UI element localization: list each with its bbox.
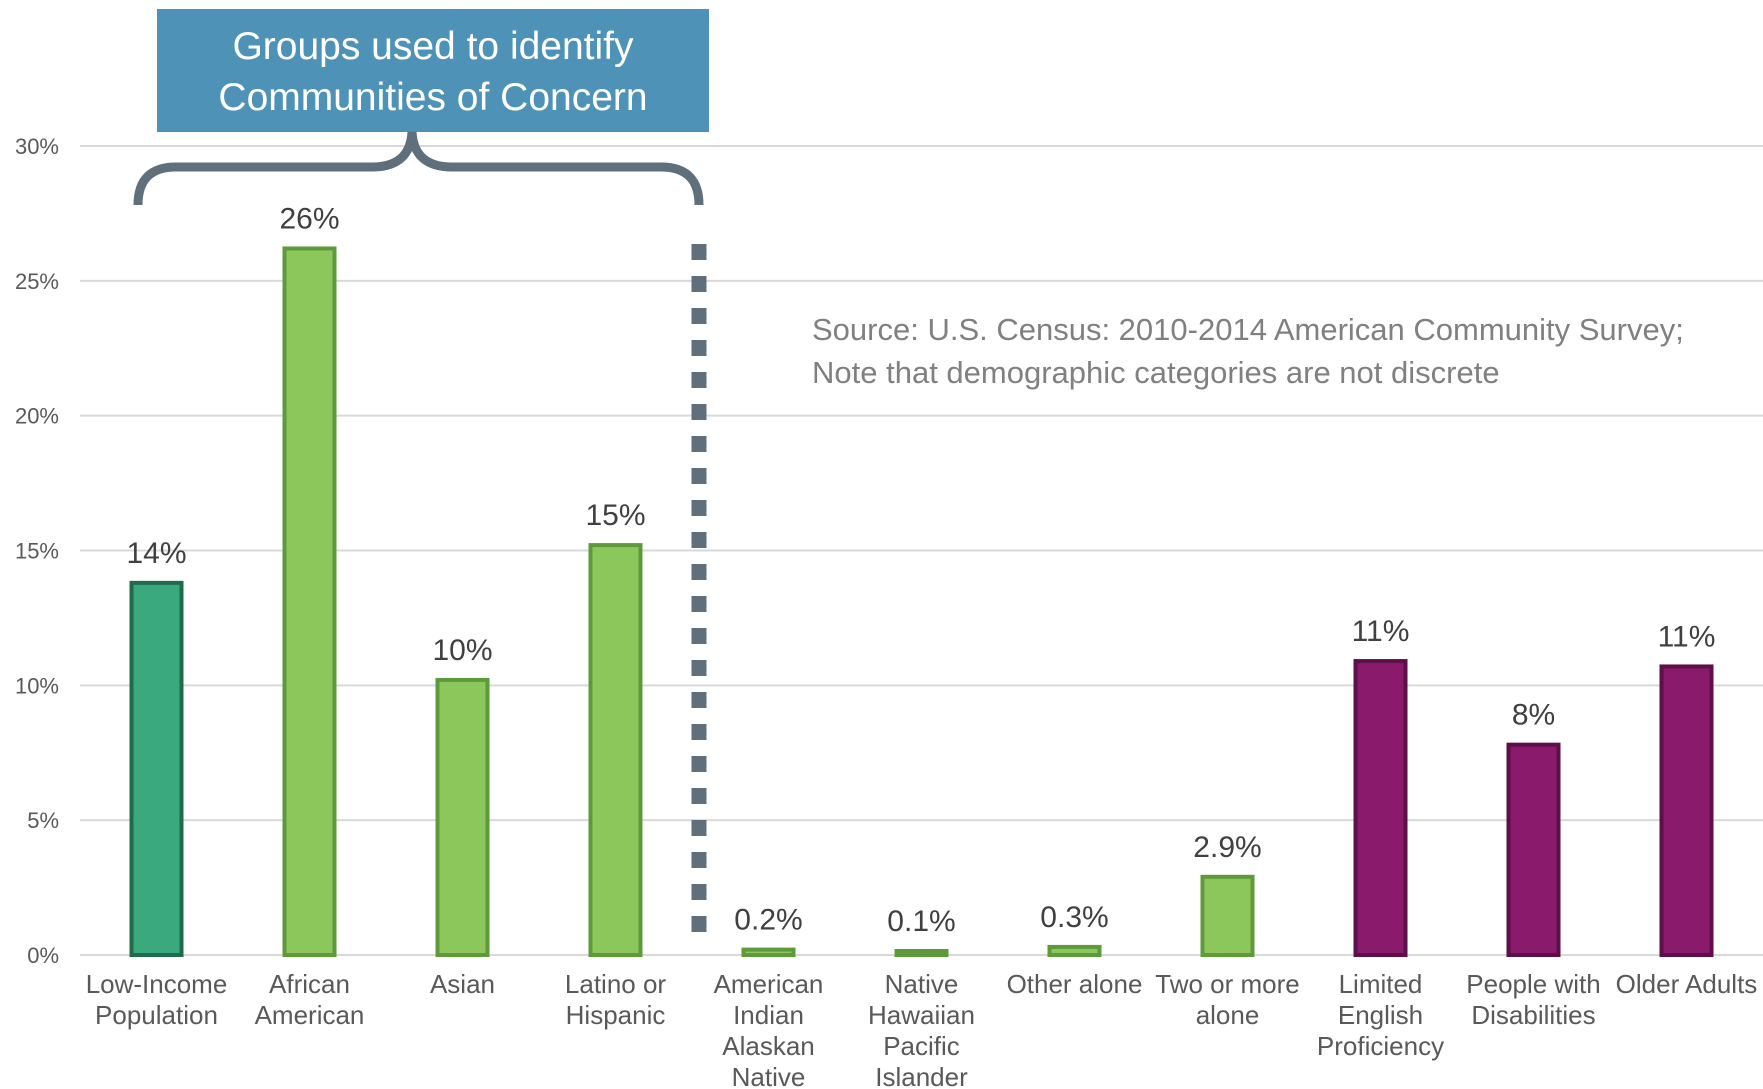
y-tick-label: 5%	[27, 808, 59, 833]
data-label: 0.1%	[887, 905, 955, 938]
bar	[741, 947, 796, 958]
category-label: Native	[732, 1062, 806, 1089]
data-labels: 14% 26% 10% 15% 0.2% 0.1% 0.3% 2.9% 11% 8% 11%	[126, 202, 1715, 938]
category-label: Pacific	[883, 1031, 960, 1061]
data-label: 2.9%	[1193, 831, 1261, 864]
category-label: Two or more	[1155, 969, 1300, 999]
data-label: 26%	[279, 202, 339, 235]
category-label: American	[255, 1000, 365, 1030]
category-label: Alaskan	[722, 1031, 815, 1061]
callout-line-2: Communities of Concern	[218, 76, 647, 119]
bar	[894, 949, 949, 957]
category-label: Low-Income	[86, 969, 228, 999]
data-label: 8%	[1512, 699, 1555, 732]
data-label: 10%	[432, 634, 492, 667]
bar	[282, 246, 337, 957]
bar	[1506, 742, 1561, 957]
data-label: 11%	[1352, 615, 1410, 648]
category-label: American	[714, 969, 824, 999]
category-label: Native	[885, 969, 959, 999]
data-label: 11%	[1658, 620, 1716, 653]
category-label: African	[269, 969, 350, 999]
category-label: Older Adults	[1616, 969, 1758, 999]
callout-box	[157, 9, 709, 132]
bar	[435, 677, 490, 957]
group-bracket	[133, 131, 704, 206]
callout-line-1: Groups used to identify	[232, 25, 634, 68]
category-label: Latino or	[565, 969, 667, 999]
category-label: People with	[1466, 969, 1600, 999]
category-label: Proficiency	[1317, 1031, 1444, 1061]
data-label: 15%	[585, 499, 645, 532]
source-note-line-1: Source: U.S. Census: 2010-2014 American …	[812, 312, 1684, 347]
bar	[1047, 944, 1102, 957]
y-tick-label: 0%	[27, 943, 59, 968]
data-label: 14%	[126, 537, 186, 570]
category-label: Hawaiian	[868, 1000, 975, 1030]
y-tick-label: 20%	[15, 404, 59, 429]
bar	[1659, 664, 1714, 957]
y-tick-label: 25%	[15, 269, 59, 294]
bar	[1353, 659, 1408, 958]
category-label: Limited	[1339, 969, 1423, 999]
category-label: Islander	[875, 1062, 968, 1089]
category-label: Population	[95, 1000, 218, 1030]
y-tick-label: 15%	[15, 539, 59, 564]
y-axis-tick-labels: 0% 5% 10% 15% 20% 25% 30%	[15, 134, 59, 968]
data-label: 0.2%	[734, 904, 802, 937]
category-label: Asian	[430, 969, 495, 999]
bar	[129, 580, 184, 957]
gridlines	[80, 145, 1763, 956]
source-note-line-2: Note that demographic categories are not…	[812, 355, 1500, 390]
category-label: Other alone	[1007, 969, 1143, 999]
category-label: English	[1338, 1000, 1423, 1030]
bar	[1200, 874, 1255, 958]
category-label: Disabilities	[1471, 1000, 1595, 1030]
category-label: Hispanic	[566, 1000, 666, 1030]
category-labels: Low-IncomePopulationAfricanAmericanAsian…	[86, 969, 1758, 1089]
category-label: Indian	[733, 1000, 804, 1030]
y-tick-label: 30%	[15, 134, 59, 159]
bars	[129, 246, 1714, 958]
bar	[588, 543, 643, 958]
category-label: alone	[1196, 1000, 1260, 1030]
y-tick-label: 10%	[15, 673, 59, 698]
data-label: 0.3%	[1040, 901, 1108, 934]
